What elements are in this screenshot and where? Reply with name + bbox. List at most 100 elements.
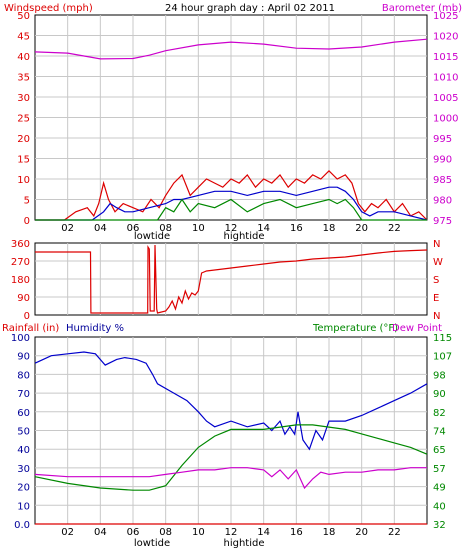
temperature-ticks: 32 40 49 57 65 74 82 90 98 107 115 xyxy=(433,333,452,531)
y-tick-left: 10 xyxy=(17,501,30,512)
y-tick-left: 40 xyxy=(17,52,30,63)
y-tick-left: 20 xyxy=(17,134,30,145)
x-tick: 02 xyxy=(61,527,74,538)
y-tick-left: 10 xyxy=(17,175,30,186)
x-tick: 16 xyxy=(290,223,303,234)
x-tick: 20 xyxy=(355,223,368,234)
x-tick: 04 xyxy=(94,527,107,538)
x-tick: 18 xyxy=(323,527,336,538)
x-tick: 18 xyxy=(323,223,336,234)
y-tick-left: 90 xyxy=(17,352,30,363)
x-tick: 02 xyxy=(61,223,74,234)
lowtide-marker-bottom: lowtide xyxy=(134,538,170,549)
y-tick-right: E xyxy=(433,293,439,304)
direction-ticks: 0 90 180 270 360 xyxy=(11,239,30,322)
y-tick-right: 107 xyxy=(433,352,452,363)
x-tick: 04 xyxy=(94,223,107,234)
y-tick-left: 5 xyxy=(24,196,30,207)
x-tick: 08 xyxy=(159,223,172,234)
y-tick-left: 40 xyxy=(17,445,30,456)
x-tick: 20 xyxy=(355,527,368,538)
humidity-ticks: 0.0 10 20 30 40 50 60 70 80 90 100 xyxy=(11,333,30,531)
grid-direction xyxy=(35,243,427,315)
temperature-axis-label: Temperature (°F) xyxy=(312,323,398,334)
y-tick-left: 0 xyxy=(24,216,30,227)
y-tick-right: 82 xyxy=(433,408,446,419)
x-tick: 12 xyxy=(225,223,238,234)
y-tick-left: 60 xyxy=(17,408,30,419)
lowtide-marker: lowtide xyxy=(134,231,170,242)
y-tick-right: 57 xyxy=(433,464,446,475)
y-tick-left: 45 xyxy=(17,32,30,43)
x-tick: 22 xyxy=(388,223,401,234)
series-windspeed xyxy=(35,198,427,221)
y-tick-left: 100 xyxy=(11,333,30,344)
y-tick-right: 1005 xyxy=(433,93,458,104)
y-tick-right: 995 xyxy=(433,134,452,145)
hightide-marker-bottom: hightide xyxy=(223,538,264,549)
hightide-marker: hightide xyxy=(223,231,264,242)
y-tick-right: 1025 xyxy=(433,11,458,22)
series-direction xyxy=(35,244,428,314)
y-tick-right: 980 xyxy=(433,196,452,207)
y-tick-right: 90 xyxy=(433,389,446,400)
x-tick: 08 xyxy=(159,527,172,538)
y-tick-left: 25 xyxy=(17,114,30,125)
y-tick-left: 360 xyxy=(11,239,30,250)
y-tick-right: N xyxy=(433,239,440,250)
y-tick-left: 20 xyxy=(17,483,30,494)
series-gust xyxy=(35,169,428,221)
y-tick-left: 30 xyxy=(17,464,30,475)
y-tick-left: 30 xyxy=(17,93,30,104)
x-tick: 14 xyxy=(257,527,270,538)
wind-ticks: 0 5 10 15 20 25 30 35 40 45 50 xyxy=(17,11,30,227)
series-barometer xyxy=(34,38,428,60)
y-tick-right: 74 xyxy=(433,427,446,438)
x-tick: 14 xyxy=(257,223,270,234)
y-tick-right: 1020 xyxy=(433,32,458,43)
series-wind xyxy=(34,38,428,221)
y-tick-right: W xyxy=(433,257,443,268)
y-tick-right: 975 xyxy=(433,216,452,227)
y-tick-left: 90 xyxy=(17,293,30,304)
series-climate xyxy=(34,351,428,525)
y-tick-right: 985 xyxy=(433,175,452,186)
y-tick-left: 0 xyxy=(24,311,30,322)
x-tick: 06 xyxy=(127,223,140,234)
x-tick: 10 xyxy=(192,223,205,234)
grid-climate xyxy=(35,337,427,524)
x-tick: 16 xyxy=(290,527,303,538)
y-tick-left: 50 xyxy=(17,11,30,22)
y-tick-right: 115 xyxy=(433,333,452,344)
rainfall-axis-label: Rainfall (in) xyxy=(2,323,59,334)
barometer-axis-label: Barometer (mb) xyxy=(382,3,462,14)
series-wind-direction xyxy=(35,244,428,314)
chart-title: 24 hour graph day : April 02 2011 xyxy=(165,3,335,14)
x-ticks-climate: 02 04 06 08 10 12 14 16 18 20 22 xyxy=(61,527,400,538)
series-temperature xyxy=(34,424,428,491)
y-tick-left: 0.0 xyxy=(14,520,30,531)
y-tick-right: 49 xyxy=(433,483,446,494)
y-tick-left: 35 xyxy=(17,73,30,84)
y-tick-right: S xyxy=(433,275,439,286)
y-tick-right: 65 xyxy=(433,445,446,456)
y-tick-left: 15 xyxy=(17,155,30,166)
series-dewpoint xyxy=(34,467,427,490)
x-tick: 10 xyxy=(192,527,205,538)
y-tick-right: 98 xyxy=(433,370,446,381)
y-tick-right: 1000 xyxy=(433,114,458,125)
x-tick: 22 xyxy=(388,527,401,538)
x-ticks-wind: 02 04 06 08 10 12 14 16 18 20 22 xyxy=(61,223,400,234)
y-tick-left: 50 xyxy=(17,427,30,438)
y-tick-left: 80 xyxy=(17,370,30,381)
y-tick-right: 1015 xyxy=(433,52,458,63)
x-tick: 06 xyxy=(127,527,140,538)
y-tick-right: N xyxy=(433,311,440,322)
series-average xyxy=(35,186,428,221)
y-tick-left: 180 xyxy=(11,275,30,286)
barometer-ticks: 975 980 985 990 995 1000 1005 1010 1015 1020 1025 xyxy=(433,11,458,227)
y-tick-right: 40 xyxy=(433,501,446,512)
dewpoint-axis-label: Dew Point xyxy=(392,323,442,334)
